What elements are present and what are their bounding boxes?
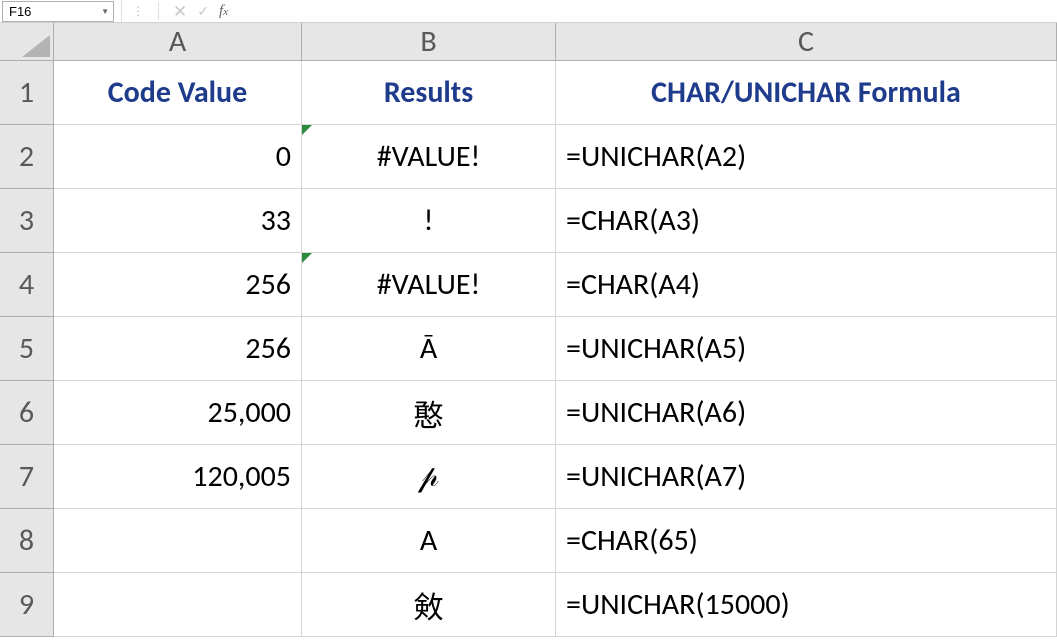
column-headers: ABC bbox=[54, 23, 1057, 61]
cell-B9[interactable]: 㪘 bbox=[302, 573, 556, 637]
select-all-corner[interactable] bbox=[0, 23, 54, 61]
cell-A7[interactable]: 120,005 bbox=[54, 445, 302, 509]
cancel-icon[interactable]: ✕ bbox=[173, 1, 187, 22]
cell-C9[interactable]: =UNICHAR(15000) bbox=[556, 573, 1057, 637]
cell-A4[interactable]: 256 bbox=[54, 253, 302, 317]
column-header-A[interactable]: A bbox=[54, 23, 302, 61]
cell-B4[interactable]: #VALUE! bbox=[302, 253, 556, 317]
column-header-C[interactable]: C bbox=[556, 23, 1057, 61]
name-box-value: F16 bbox=[9, 4, 31, 19]
cell-A1[interactable]: Code Value bbox=[54, 61, 302, 125]
enter-icon[interactable]: ✓ bbox=[197, 3, 209, 20]
cell-B1[interactable]: Results bbox=[302, 61, 556, 125]
column-header-B[interactable]: B bbox=[302, 23, 556, 61]
cell-A6[interactable]: 25,000 bbox=[54, 381, 302, 445]
row-header-4[interactable]: 4 bbox=[0, 253, 54, 317]
formula-bar: F16 ▼ ⋮ ✕ ✓ fx bbox=[0, 0, 1057, 23]
name-box[interactable]: F16 ▼ bbox=[2, 1, 114, 22]
cell-C2[interactable]: =UNICHAR(A2) bbox=[556, 125, 1057, 189]
cell-A9[interactable] bbox=[54, 573, 302, 637]
cell-C4[interactable]: =CHAR(A4) bbox=[556, 253, 1057, 317]
cell-C7[interactable]: =UNICHAR(A7) bbox=[556, 445, 1057, 509]
divider bbox=[114, 0, 122, 22]
cell-B8[interactable]: A bbox=[302, 509, 556, 573]
cell-A2[interactable]: 0 bbox=[54, 125, 302, 189]
formula-bar-buttons: ⋮ ✕ ✓ fx bbox=[122, 1, 238, 22]
row-header-3[interactable]: 3 bbox=[0, 189, 54, 253]
cell-A8[interactable] bbox=[54, 509, 302, 573]
cell-B2[interactable]: #VALUE! bbox=[302, 125, 556, 189]
row-header-6[interactable]: 6 bbox=[0, 381, 54, 445]
cell-A3[interactable]: 33 bbox=[54, 189, 302, 253]
formula-input[interactable] bbox=[238, 0, 1057, 22]
row-header-5[interactable]: 5 bbox=[0, 317, 54, 381]
fx-icon[interactable]: fx bbox=[219, 3, 228, 20]
row-header-7[interactable]: 7 bbox=[0, 445, 54, 509]
cell-A5[interactable]: 256 bbox=[54, 317, 302, 381]
cell-C6[interactable]: =UNICHAR(A6) bbox=[556, 381, 1057, 445]
row-header-1[interactable]: 1 bbox=[0, 61, 54, 125]
cell-C8[interactable]: =CHAR(65) bbox=[556, 509, 1057, 573]
row-header-8[interactable]: 8 bbox=[0, 509, 54, 573]
cell-B5[interactable]: Ā bbox=[302, 317, 556, 381]
divider bbox=[158, 2, 159, 20]
row-header-2[interactable]: 2 bbox=[0, 125, 54, 189]
cell-C3[interactable]: =CHAR(A3) bbox=[556, 189, 1057, 253]
menu-dots-icon[interactable]: ⋮ bbox=[132, 4, 144, 19]
cell-C1[interactable]: CHAR/UNICHAR Formula bbox=[556, 61, 1057, 125]
row-header-9[interactable]: 9 bbox=[0, 573, 54, 637]
cell-B3[interactable]: ! bbox=[302, 189, 556, 253]
row-headers: 123456789 bbox=[0, 61, 54, 637]
cell-B7[interactable]: 𝓅 bbox=[302, 445, 556, 509]
cell-C5[interactable]: =UNICHAR(A5) bbox=[556, 317, 1057, 381]
cell-B6[interactable]: 憨 bbox=[302, 381, 556, 445]
chevron-down-icon: ▼ bbox=[101, 7, 109, 16]
